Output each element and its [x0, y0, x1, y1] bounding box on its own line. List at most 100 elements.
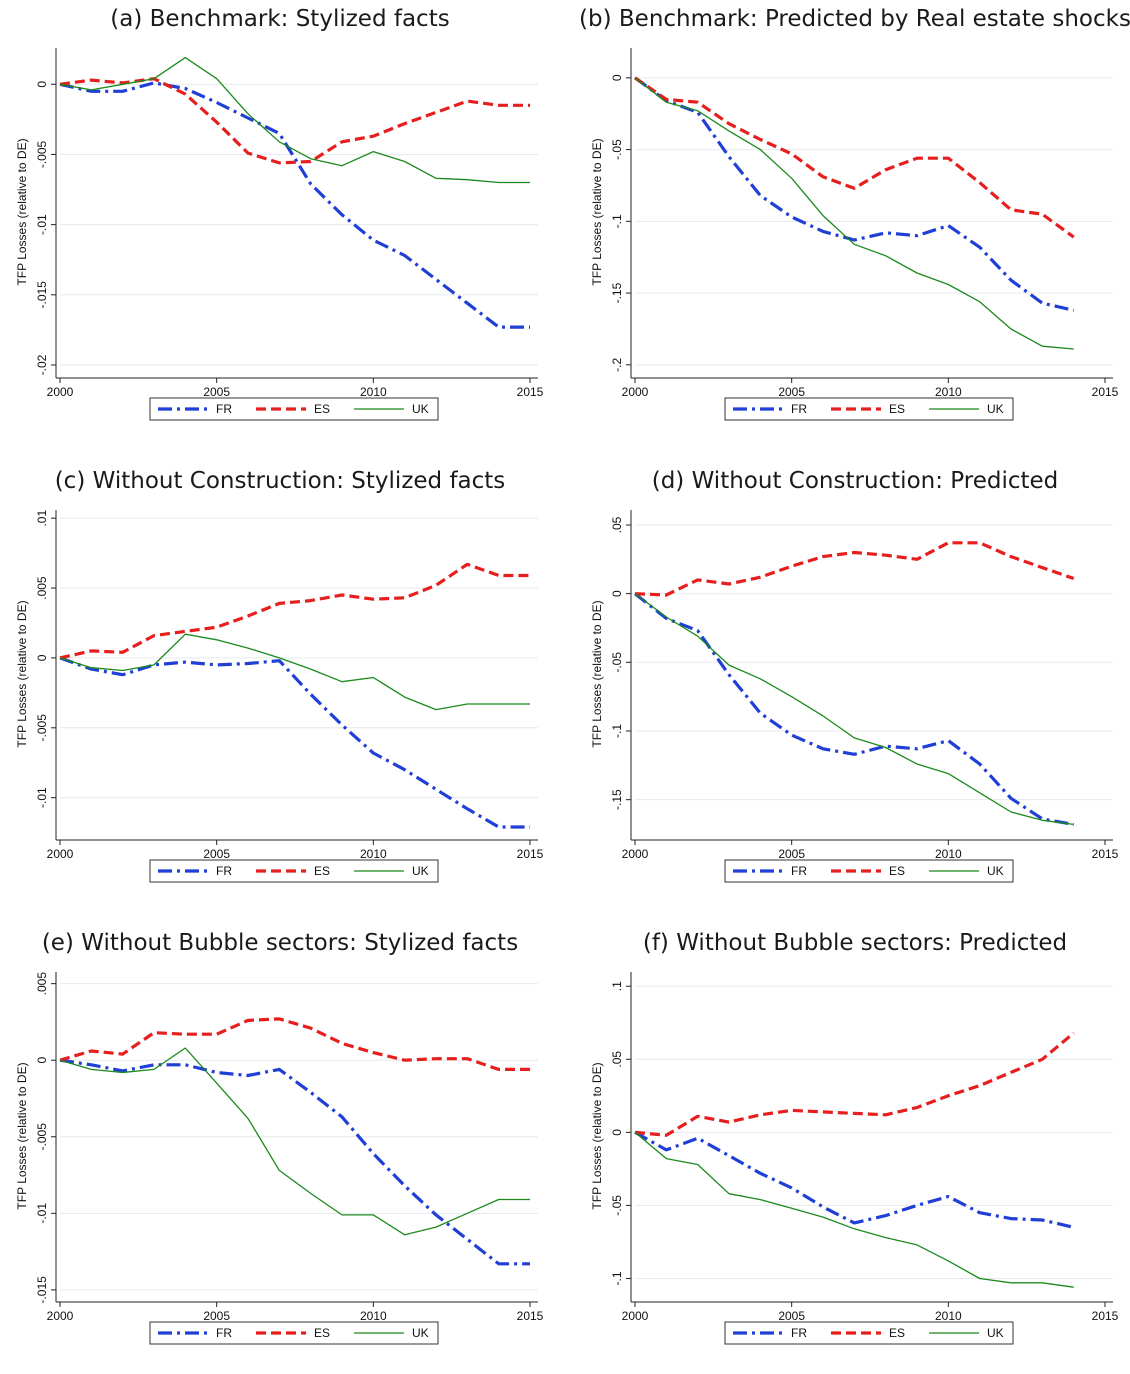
y-tick-label: -.1: [610, 724, 624, 738]
y-tick-label: .05: [610, 1051, 624, 1068]
legend-label-es: ES: [889, 1326, 905, 1340]
y-tick-label: 0: [610, 590, 624, 597]
chart-panel-b: (b) Benchmark: Predicted by Real estate …: [575, 0, 1130, 450]
y-tick-label: -.02: [35, 354, 49, 375]
y-axis-label: TFP Losses (relative to DE): [590, 1062, 604, 1209]
chart-title-f: (f) Without Bubble sectors: Predicted: [642, 930, 1068, 956]
x-tick-label: 2005: [203, 1309, 230, 1323]
x-tick-label: 2005: [778, 847, 805, 861]
x-tick-label: 2010: [360, 847, 387, 861]
x-tick-label: 2015: [1092, 385, 1119, 399]
chart-svg-f: .1 .05 0 -.05 -.1 2000 2005 2010 2015 TFP Losses …: [590, 972, 1119, 1345]
series-line-es: [59, 562, 530, 660]
series-line-uk: [634, 593, 1074, 826]
y-tick-label: -.015: [35, 281, 49, 309]
x-tick-label: 2015: [517, 385, 544, 399]
chart-title-c: (c) Without Construction: Stylized facts: [54, 468, 506, 494]
x-tick-label: 2015: [1092, 1309, 1119, 1323]
chart-svg-d: .05 0 -.05 -.1 -.15 2000 2005 2010 2015 TFP Losse…: [590, 510, 1119, 883]
y-tick-label: 0: [610, 1129, 624, 1136]
chart-panel-d: (d) Without Construction: Predicted .05 0…: [575, 462, 1130, 912]
legend-label-fr: FR: [791, 402, 807, 416]
chart-svg-c: .01 .005 0 -.005 -.01 2000 2005 2010 2015 TFP Los…: [15, 510, 544, 883]
y-tick-label: -.1: [610, 214, 624, 228]
chart-title-b: (b) Benchmark: Predicted by Real estate …: [579, 6, 1130, 32]
series-line-uk: [634, 77, 1074, 350]
x-tick-label: 2010: [935, 385, 962, 399]
chart-title-e: (e) Without Bubble sectors: Stylized fac…: [41, 930, 519, 956]
series-line-uk: [59, 56, 530, 184]
y-tick-label: .005: [35, 576, 49, 600]
x-tick-label: 2005: [778, 385, 805, 399]
series-line-es: [59, 77, 530, 165]
chart-panel-f: (f) Without Bubble sectors: Predicted .1…: [575, 924, 1130, 1374]
x-tick-label: 2000: [622, 847, 649, 861]
legend-label-es: ES: [314, 1326, 330, 1340]
legend-label-fr: FR: [216, 864, 232, 878]
series-line-uk: [59, 633, 530, 711]
y-tick-label: 0: [35, 654, 49, 661]
x-tick-label: 2010: [360, 385, 387, 399]
x-tick-label: 2000: [622, 385, 649, 399]
x-tick-label: 2010: [935, 1309, 962, 1323]
y-tick-label: -.005: [35, 714, 49, 742]
series-line-fr: [634, 1130, 1075, 1229]
chart-panel-a: (a) Benchmark: Stylized facts 0 -.005 -.01…: [0, 0, 560, 450]
series-line-uk: [59, 1047, 530, 1236]
series-line-fr: [634, 76, 1075, 312]
y-tick-label: -.05: [610, 652, 624, 673]
x-tick-label: 2015: [1092, 847, 1119, 861]
y-tick-label: .01: [35, 510, 49, 527]
chart-panel-c: (c) Without Construction: Stylized facts…: [0, 462, 560, 912]
y-tick-label: .05: [610, 516, 624, 533]
x-tick-label: 2010: [935, 847, 962, 861]
y-tick-label: -.01: [35, 787, 49, 808]
y-axis-label: TFP Losses (relative to DE): [15, 138, 29, 285]
x-tick-label: 2000: [622, 1309, 649, 1323]
series-line-es: [634, 541, 1075, 597]
x-tick-label: 2000: [47, 385, 74, 399]
y-axis-label: TFP Losses (relative to DE): [15, 600, 29, 747]
y-tick-label: -.2: [610, 358, 624, 372]
x-tick-label: 2005: [203, 847, 230, 861]
y-axis-label: TFP Losses (relative to DE): [590, 138, 604, 285]
series-line-fr: [634, 592, 1074, 826]
y-tick-label: -.05: [610, 139, 624, 160]
y-tick-label: -.1: [610, 1271, 624, 1285]
legend-label-fr: FR: [216, 402, 232, 416]
y-tick-label: -.015: [35, 1276, 49, 1304]
y-tick-label: 0: [35, 81, 49, 88]
x-tick-label: 2000: [47, 1309, 74, 1323]
legend-label-fr: FR: [216, 1326, 232, 1340]
legend-label-uk: UK: [987, 402, 1004, 416]
legend-label-es: ES: [889, 402, 905, 416]
series-line-es: [634, 1031, 1075, 1137]
y-tick-label: .1: [610, 981, 624, 991]
series-line-fr: [59, 1058, 530, 1266]
chart-title-a: (a) Benchmark: Stylized facts: [110, 6, 450, 32]
y-tick-label: -.01: [35, 1203, 49, 1224]
chart-svg-a: 0 -.005 -.01 -.015 -.02 2000 2005 2010 2015 TFP L…: [15, 48, 544, 421]
legend-label-fr: FR: [791, 864, 807, 878]
x-tick-label: 2010: [360, 1309, 387, 1323]
y-tick-label: -.01: [35, 214, 49, 235]
y-axis-label: TFP Losses (relative to DE): [590, 600, 604, 747]
legend-label-uk: UK: [412, 1326, 429, 1340]
y-tick-label: 0: [610, 74, 624, 81]
y-tick-label: 0: [35, 1057, 49, 1064]
chart-panel-e: (e) Without Bubble sectors: Stylized fac…: [0, 924, 560, 1374]
y-tick-label: .005: [35, 972, 49, 996]
x-tick-label: 2005: [203, 385, 230, 399]
legend-label-uk: UK: [412, 864, 429, 878]
chart-title-d: (d) Without Construction: Predicted: [651, 468, 1059, 494]
series-line-fr: [59, 81, 530, 329]
legend-label-es: ES: [889, 864, 905, 878]
y-axis-label: TFP Losses (relative to DE): [15, 1062, 29, 1209]
series-line-fr: [59, 656, 530, 829]
legend-label-es: ES: [314, 402, 330, 416]
chart-svg-b: 0 -.05 -.1 -.15 -.2 2000 2005 2010 2015 TFP Losse…: [590, 48, 1119, 421]
x-tick-label: 2015: [517, 1309, 544, 1323]
legend-label-es: ES: [314, 864, 330, 878]
x-tick-label: 2000: [47, 847, 74, 861]
series-line-uk: [634, 1131, 1074, 1288]
